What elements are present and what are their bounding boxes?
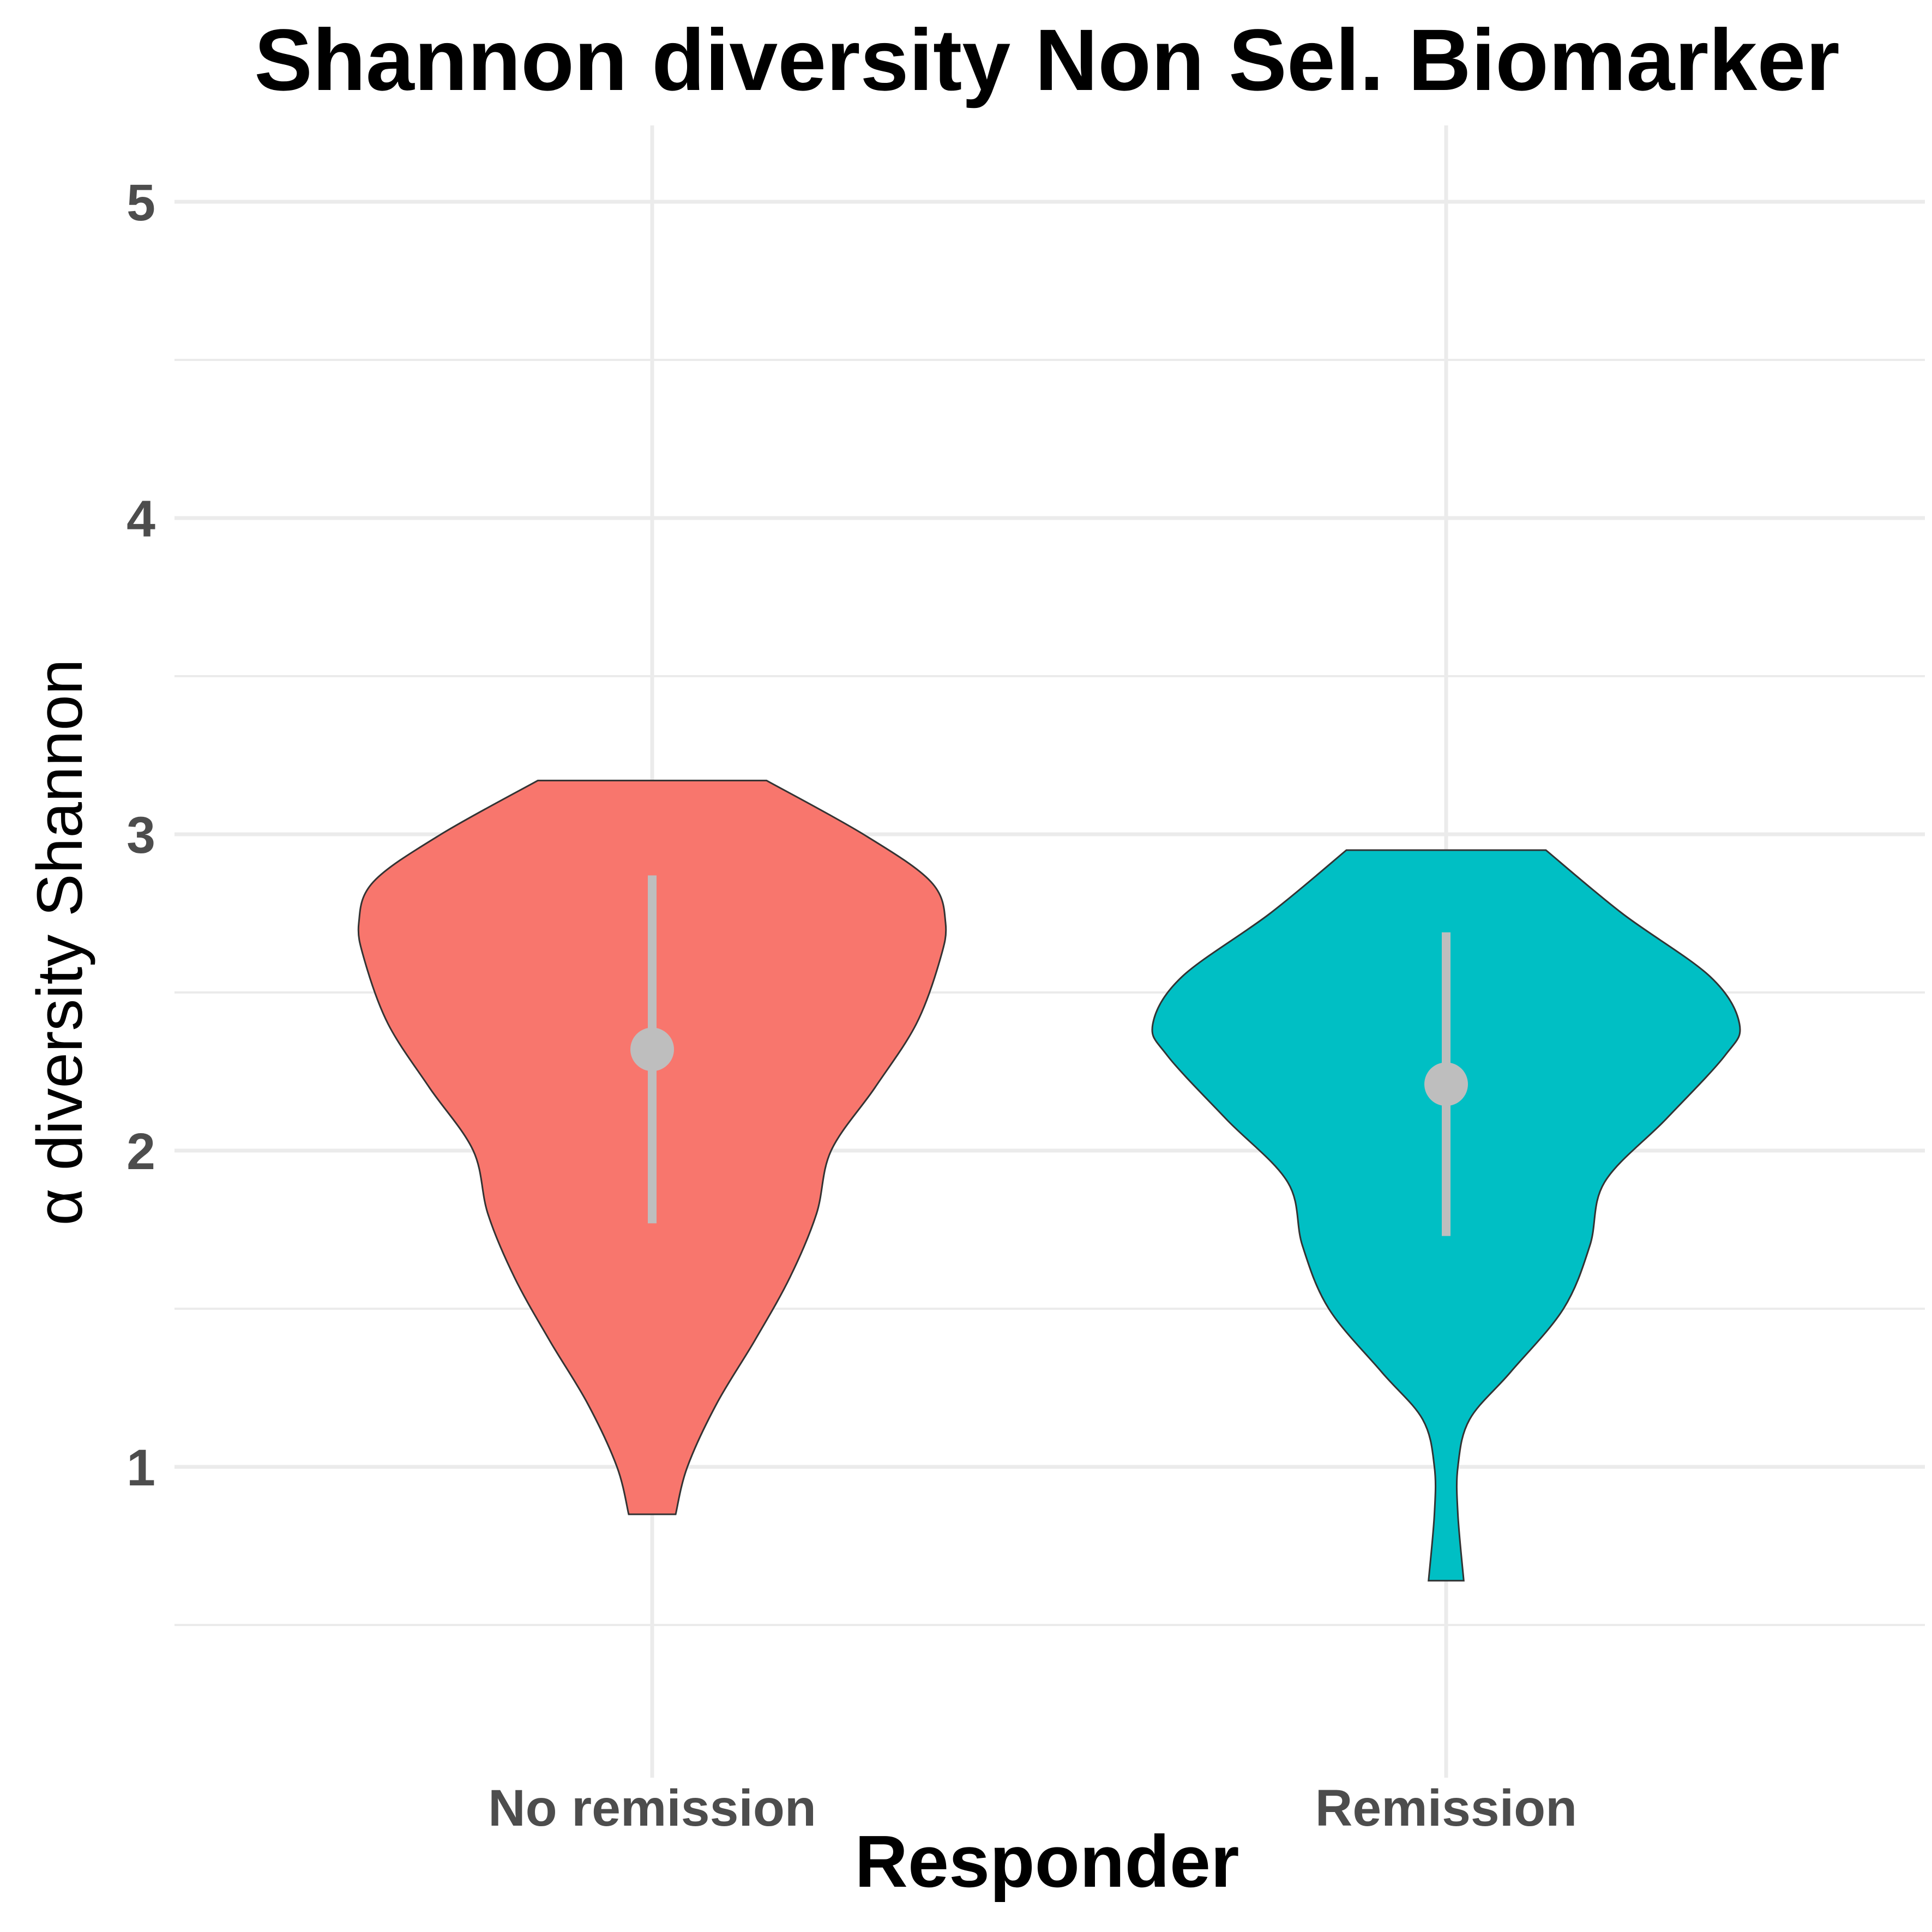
y-axis-label: α diversity Shannon xyxy=(24,659,96,1225)
x-tick-label: No remission xyxy=(488,1779,816,1837)
summary-ranges xyxy=(630,875,1468,1236)
y-tick-label: 2 xyxy=(127,1123,155,1181)
median-point-remission xyxy=(1424,1062,1468,1106)
median-point-no-remission xyxy=(630,1027,674,1072)
y-axis-ticks: 1 2 3 4 5 xyxy=(127,174,155,1497)
x-axis-label: Responder xyxy=(854,1820,1239,1903)
chart-title: Shannon diversity Non Sel. Biomarker xyxy=(254,11,1839,109)
y-tick-label: 4 xyxy=(127,490,155,548)
y-tick-label: 5 xyxy=(127,174,155,232)
y-tick-label: 1 xyxy=(127,1439,155,1497)
y-tick-label: 3 xyxy=(127,806,155,864)
violins xyxy=(357,779,1741,1582)
x-tick-label: Remission xyxy=(1315,1779,1577,1837)
x-axis-ticks: No remission Remission xyxy=(488,1779,1577,1837)
